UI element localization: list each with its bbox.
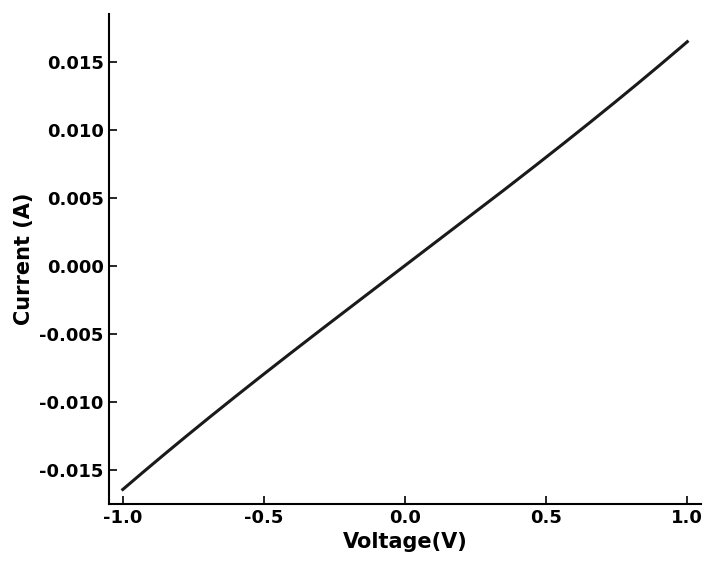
X-axis label: Voltage(V): Voltage(V) <box>342 532 467 552</box>
Y-axis label: Current (A): Current (A) <box>14 192 34 325</box>
